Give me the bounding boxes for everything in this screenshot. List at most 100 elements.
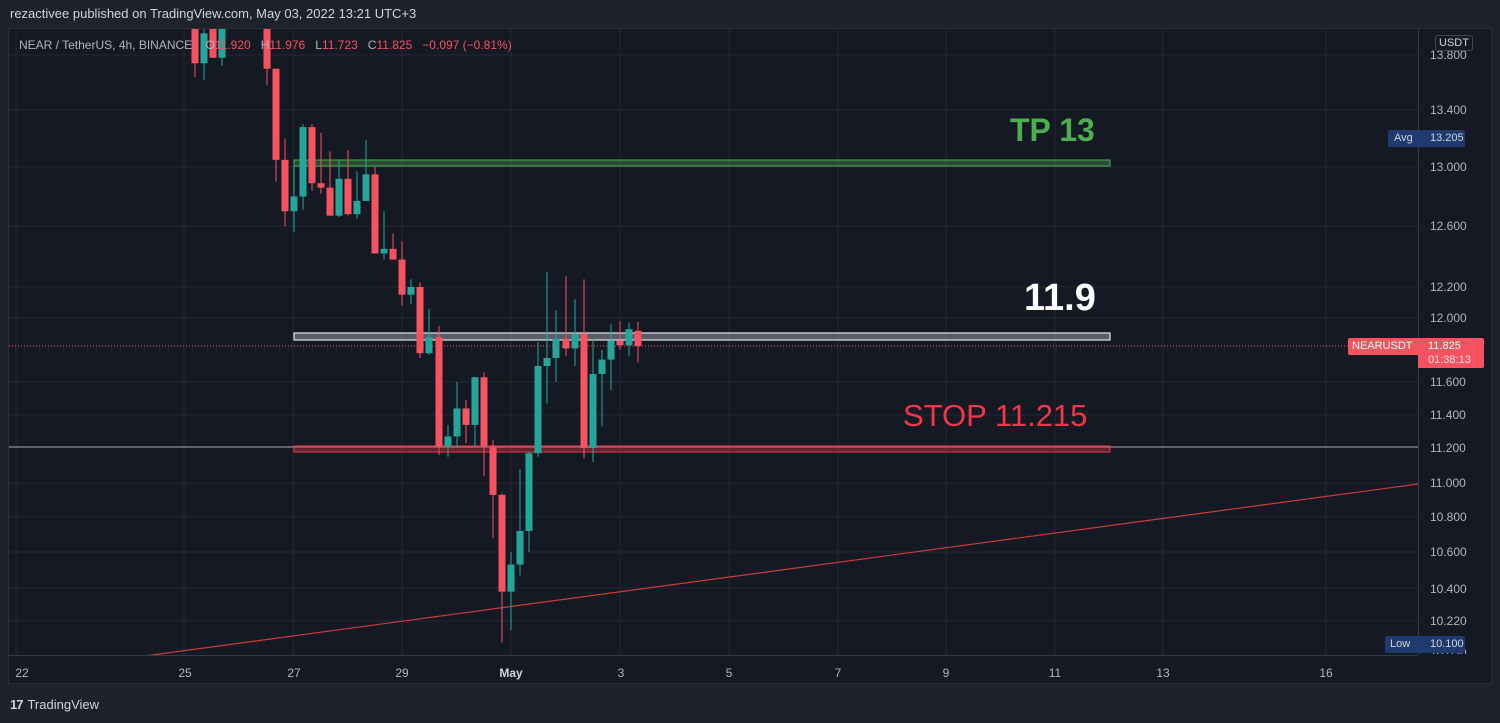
price-tick: 11.600 (1430, 375, 1466, 389)
candle-body (335, 178, 343, 216)
candle-body (516, 531, 524, 565)
candle-body (625, 329, 633, 346)
price-tick: 10.220 (1430, 614, 1467, 628)
published-header: rezactivee published on TradingView.com,… (10, 6, 417, 21)
candle-body (308, 127, 316, 184)
ohlc-legend: NEAR / TetherUS, 4h, BINANCE O11.920 H11… (19, 38, 512, 52)
candle-body (389, 248, 397, 260)
symbol-price-tag: NEARUSDT (1348, 338, 1418, 355)
candle-body (353, 200, 361, 215)
time-tick: 29 (395, 666, 409, 680)
candle-body (380, 248, 388, 254)
price-tick: 12.200 (1430, 280, 1467, 294)
candle-body (462, 408, 470, 425)
candle-body (344, 178, 352, 215)
low-label: L (315, 38, 322, 52)
avg-value: 13.205 (1430, 132, 1464, 144)
change-value: −0.097 (−0.81%) (422, 38, 512, 52)
time-tick: 27 (287, 666, 301, 680)
candle-body (616, 340, 624, 346)
candle-body (191, 29, 199, 64)
time-tick: 5 (725, 666, 733, 680)
time-tick: 13 (1156, 666, 1170, 680)
candle-body (607, 340, 615, 360)
candle-body (371, 174, 379, 254)
candle-body (435, 337, 443, 447)
time-tick: 3 (617, 666, 625, 680)
low-price-tag: Low 10.100 (1385, 636, 1465, 653)
candle-body (290, 196, 298, 212)
price-tick: 11.200 (1430, 441, 1466, 455)
price-tick: 11.000 (1430, 476, 1466, 490)
entry-annotation[interactable]: 11.9 (1024, 277, 1096, 319)
currency-tag[interactable]: USDT (1435, 35, 1473, 51)
symbol-title[interactable]: NEAR / TetherUS, 4h, BINANCE (19, 38, 193, 52)
price-tick: 12.000 (1430, 311, 1467, 325)
time-tick: 11 (1048, 666, 1062, 680)
price-tick: 10.600 (1430, 545, 1467, 559)
candle-body (362, 174, 370, 201)
candle-body (398, 259, 406, 295)
price-tick: 10.400 (1430, 582, 1467, 596)
low-value: 11.723 (321, 38, 358, 52)
chart-plot-area[interactable] (9, 29, 1418, 655)
candle-body (571, 334, 579, 349)
candle-body (416, 287, 424, 354)
time-tick: 9 (942, 666, 950, 680)
brand-name[interactable]: TradingView (27, 697, 100, 712)
grid-lines (9, 29, 1418, 655)
time-tick: 16 (1319, 666, 1333, 680)
tp-annotation[interactable]: TP 13 (1010, 112, 1095, 148)
price-tick: 13.800 (1430, 48, 1467, 62)
price-tick: 13.400 (1430, 103, 1467, 117)
candle-body (580, 334, 588, 448)
candle-body (218, 29, 226, 58)
ascending-trendline (147, 483, 1418, 655)
price-tick: 12.600 (1430, 219, 1467, 233)
candle-body (543, 358, 551, 366)
time-tick: 25 (178, 666, 192, 680)
candle-body (272, 68, 280, 160)
candle-body (498, 494, 506, 592)
entry-zone (293, 332, 1111, 341)
candle-body (534, 366, 542, 454)
price-tick: 11.400 (1430, 408, 1466, 422)
last-price-tag: 11.825 01:38:13 (1418, 338, 1484, 368)
close-label: C (367, 38, 377, 52)
time-tick: May (499, 666, 523, 680)
avg-label: Avg (1394, 132, 1413, 144)
candle-body (598, 359, 606, 374)
candle-body (525, 453, 533, 531)
candle-body (407, 287, 415, 295)
open-label: O (205, 38, 215, 52)
last-price: 11.825 (1428, 340, 1461, 352)
candle-body (453, 408, 461, 437)
candle-body (209, 29, 217, 58)
candle-body (507, 564, 515, 592)
candle-body (562, 338, 570, 349)
candle-body (326, 187, 334, 216)
candle-body (200, 33, 208, 64)
price-tick: 10.800 (1430, 510, 1467, 524)
candles (191, 29, 642, 643)
high-value: 11.976 (269, 38, 306, 52)
bar-countdown: 01:38:13 (1428, 354, 1471, 366)
candle-body (552, 338, 560, 358)
time-axis[interactable] (9, 655, 1418, 683)
candle-body (589, 374, 597, 448)
low-label: Low (1390, 638, 1411, 650)
price-tick: 13.000 (1430, 160, 1467, 174)
low-value: 10.100 (1430, 638, 1464, 650)
time-tick: 7 (834, 666, 842, 680)
candle-body (471, 377, 479, 425)
stop-annotation[interactable]: STOP 11.215 (903, 398, 1088, 433)
time-tick: 22 (15, 666, 29, 680)
tp-zone (293, 159, 1111, 167)
avg-price-tag: Avg 13.205 (1388, 130, 1465, 147)
close-value: 11.825 (376, 38, 413, 52)
high-label: H (260, 38, 270, 52)
tradingview-logo-icon: 17 (10, 697, 24, 712)
candle-body (444, 436, 452, 447)
candle-body (299, 127, 307, 197)
